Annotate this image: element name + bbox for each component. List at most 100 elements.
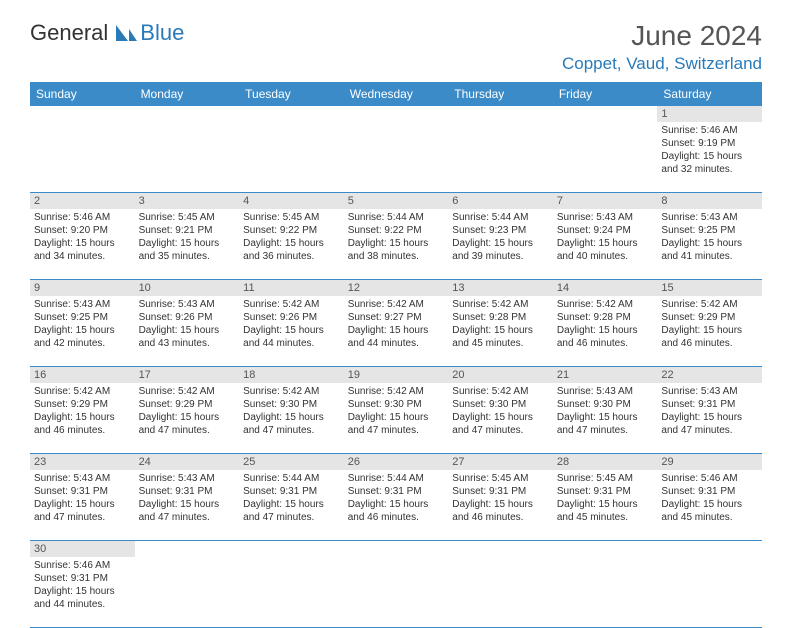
- day-number: 22: [657, 367, 762, 383]
- day-number: 29: [657, 454, 762, 470]
- day-cell: Sunrise: 5:44 AMSunset: 9:22 PMDaylight:…: [344, 209, 449, 279]
- day-detail: Daylight: 15 hours: [139, 324, 236, 337]
- day-detail: Daylight: 15 hours: [661, 498, 758, 511]
- day-detail: Sunrise: 5:43 AM: [139, 472, 236, 485]
- day-number: 8: [657, 193, 762, 209]
- day-cell: [448, 557, 553, 627]
- day-detail: and 45 minutes.: [661, 511, 758, 524]
- day-detail: Sunrise: 5:42 AM: [452, 385, 549, 398]
- day-detail: Daylight: 15 hours: [243, 324, 340, 337]
- weekday-cell: Monday: [135, 82, 240, 106]
- day-number: 20: [448, 367, 553, 383]
- day-detail: Sunrise: 5:42 AM: [557, 298, 654, 311]
- month-title: June 2024: [562, 20, 762, 52]
- day-detail: Sunrise: 5:46 AM: [34, 211, 131, 224]
- day-number: 26: [344, 454, 449, 470]
- title-block: June 2024 Coppet, Vaud, Switzerland: [562, 20, 762, 74]
- day-detail: Daylight: 15 hours: [139, 498, 236, 511]
- day-detail: and 40 minutes.: [557, 250, 654, 263]
- day-detail: Sunrise: 5:43 AM: [661, 385, 758, 398]
- day-cell: Sunrise: 5:43 AMSunset: 9:30 PMDaylight:…: [553, 383, 658, 453]
- day-number: 16: [30, 367, 135, 383]
- day-detail: and 45 minutes.: [452, 337, 549, 350]
- daynum-row: 2345678: [30, 193, 762, 209]
- weekday-header: SundayMondayTuesdayWednesdayThursdayFrid…: [30, 82, 762, 106]
- day-cell: [553, 122, 658, 192]
- day-number: [657, 541, 762, 557]
- day-detail: Sunrise: 5:43 AM: [557, 211, 654, 224]
- day-detail: Daylight: 15 hours: [661, 150, 758, 163]
- day-cell: [657, 557, 762, 627]
- day-number: 9: [30, 280, 135, 296]
- weekday-cell: Tuesday: [239, 82, 344, 106]
- day-number: 21: [553, 367, 658, 383]
- day-detail: and 46 minutes.: [348, 511, 445, 524]
- day-detail: Sunset: 9:31 PM: [34, 485, 131, 498]
- day-detail: and 39 minutes.: [452, 250, 549, 263]
- day-detail: Sunset: 9:22 PM: [348, 224, 445, 237]
- day-number: [239, 106, 344, 122]
- day-detail: and 45 minutes.: [557, 511, 654, 524]
- logo-sail-icon: [114, 23, 138, 43]
- day-cell: Sunrise: 5:45 AMSunset: 9:31 PMDaylight:…: [553, 470, 658, 540]
- day-cell: [239, 122, 344, 192]
- day-cell: Sunrise: 5:42 AMSunset: 9:30 PMDaylight:…: [448, 383, 553, 453]
- day-detail: Sunset: 9:31 PM: [452, 485, 549, 498]
- day-detail: Sunrise: 5:42 AM: [348, 385, 445, 398]
- day-number: 3: [135, 193, 240, 209]
- day-number: [344, 106, 449, 122]
- day-detail: Daylight: 15 hours: [661, 237, 758, 250]
- weekday-cell: Saturday: [657, 82, 762, 106]
- day-detail: Sunrise: 5:46 AM: [661, 124, 758, 137]
- day-cell: [448, 122, 553, 192]
- day-detail: Sunrise: 5:43 AM: [139, 298, 236, 311]
- day-number: 1: [657, 106, 762, 122]
- weekday-cell: Wednesday: [344, 82, 449, 106]
- day-detail: Sunrise: 5:42 AM: [34, 385, 131, 398]
- day-number: 6: [448, 193, 553, 209]
- day-cell: [30, 122, 135, 192]
- day-detail: and 47 minutes.: [139, 511, 236, 524]
- day-cell: Sunrise: 5:42 AMSunset: 9:30 PMDaylight:…: [344, 383, 449, 453]
- day-detail: Sunset: 9:23 PM: [452, 224, 549, 237]
- day-detail: Daylight: 15 hours: [34, 324, 131, 337]
- day-detail: Sunrise: 5:44 AM: [452, 211, 549, 224]
- day-cell: Sunrise: 5:45 AMSunset: 9:21 PMDaylight:…: [135, 209, 240, 279]
- day-detail: and 47 minutes.: [557, 424, 654, 437]
- day-number: [135, 541, 240, 557]
- logo-text-1: General: [30, 20, 108, 46]
- day-detail: Sunset: 9:24 PM: [557, 224, 654, 237]
- day-cell: Sunrise: 5:42 AMSunset: 9:30 PMDaylight:…: [239, 383, 344, 453]
- day-number: [30, 106, 135, 122]
- day-detail: Sunset: 9:29 PM: [661, 311, 758, 324]
- day-detail: Sunrise: 5:43 AM: [34, 298, 131, 311]
- day-detail: Sunset: 9:31 PM: [139, 485, 236, 498]
- day-detail: Sunrise: 5:43 AM: [661, 211, 758, 224]
- day-number: [448, 106, 553, 122]
- day-detail: and 36 minutes.: [243, 250, 340, 263]
- day-number: [135, 106, 240, 122]
- day-detail: and 41 minutes.: [661, 250, 758, 263]
- day-number: 2: [30, 193, 135, 209]
- day-cell: Sunrise: 5:43 AMSunset: 9:26 PMDaylight:…: [135, 296, 240, 366]
- day-detail: Sunset: 9:20 PM: [34, 224, 131, 237]
- day-detail: Daylight: 15 hours: [243, 498, 340, 511]
- day-detail: Sunset: 9:27 PM: [348, 311, 445, 324]
- day-detail: and 47 minutes.: [348, 424, 445, 437]
- day-number: 14: [553, 280, 658, 296]
- daynum-row: 16171819202122: [30, 367, 762, 383]
- day-detail: Sunrise: 5:44 AM: [348, 211, 445, 224]
- day-number: 5: [344, 193, 449, 209]
- day-detail: Sunrise: 5:43 AM: [557, 385, 654, 398]
- day-cell: [344, 122, 449, 192]
- day-cell: Sunrise: 5:42 AMSunset: 9:29 PMDaylight:…: [30, 383, 135, 453]
- location: Coppet, Vaud, Switzerland: [562, 54, 762, 74]
- day-detail: Sunset: 9:28 PM: [557, 311, 654, 324]
- day-number: [553, 541, 658, 557]
- day-detail: Daylight: 15 hours: [452, 237, 549, 250]
- day-cell: [135, 122, 240, 192]
- day-number: 18: [239, 367, 344, 383]
- day-number: 30: [30, 541, 135, 557]
- day-number: 13: [448, 280, 553, 296]
- week-row: Sunrise: 5:42 AMSunset: 9:29 PMDaylight:…: [30, 383, 762, 454]
